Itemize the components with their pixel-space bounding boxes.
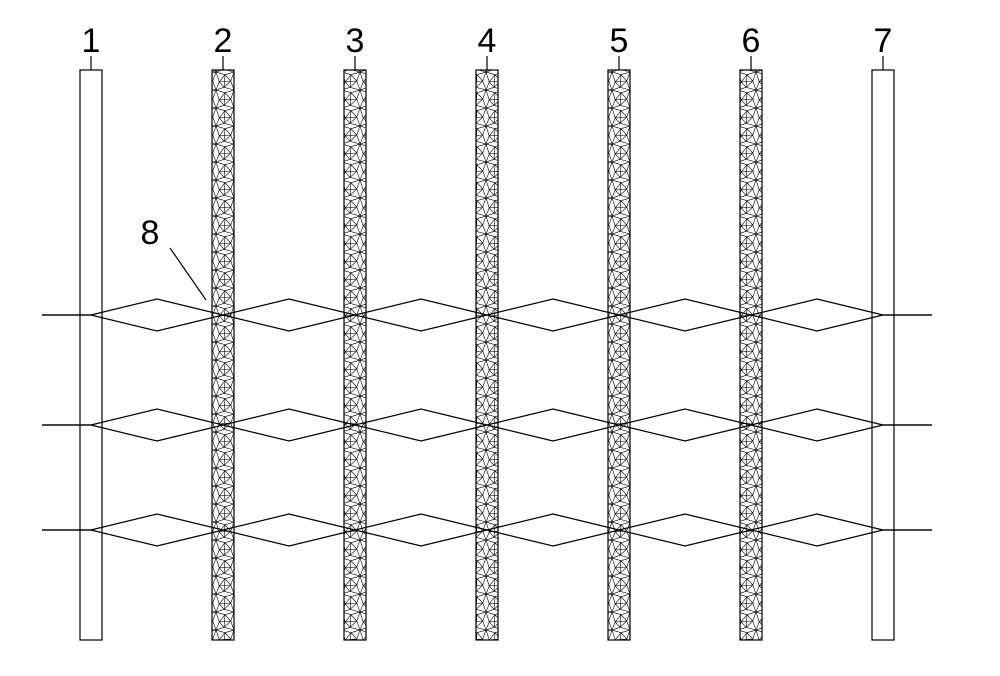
label-1: 1 [82, 22, 101, 60]
label-8: 8 [141, 214, 160, 252]
bar-2 [212, 70, 234, 640]
bar-6 [740, 70, 762, 640]
bar-3 [344, 70, 366, 640]
label-6: 6 [742, 22, 761, 60]
leader-label-8 [170, 248, 206, 300]
diagram-svg: 1 2 3 4 5 6 7 8 [0, 0, 1000, 676]
label-2: 2 [214, 22, 233, 60]
bar-7 [872, 70, 894, 640]
bar-5 [608, 70, 630, 640]
label-5: 5 [610, 22, 629, 60]
label-3: 3 [346, 22, 365, 60]
diagram-container: 1 2 3 4 5 6 7 8 [0, 0, 1000, 676]
label-4: 4 [478, 22, 497, 60]
bar-1 [80, 70, 102, 640]
label-7: 7 [874, 22, 893, 60]
bar-4 [476, 70, 498, 640]
